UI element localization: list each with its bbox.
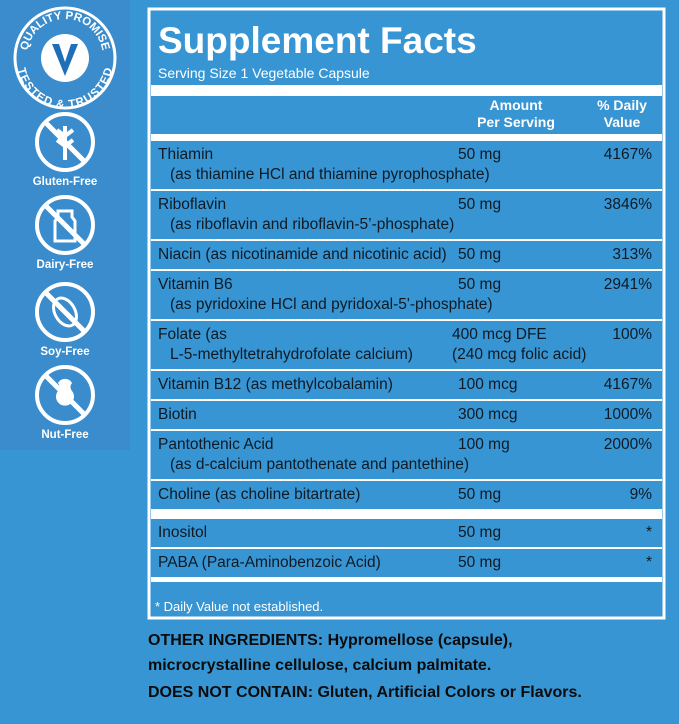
thick-rule <box>151 134 662 141</box>
daily-value: * <box>646 554 652 571</box>
label: DOES NOT CONTAIN: <box>148 684 313 701</box>
table-row: Vitamin B12 (as methylcobalamin) 100 mcg 4… <box>158 376 652 393</box>
column-header: Amount <box>490 97 543 113</box>
column-header: Value <box>604 114 641 130</box>
row-rule <box>151 319 662 321</box>
badge-slash <box>43 120 87 164</box>
badge: Nut-Free <box>35 365 95 441</box>
table-row: Choline (as choline bitartrate) 50 mg 9% <box>158 486 652 503</box>
does-not-contain: DOES NOT CONTAIN: Gluten, Artificial Col… <box>148 684 582 701</box>
row-rule <box>151 269 662 271</box>
badge-label: Dairy-Free <box>37 259 94 271</box>
daily-value: 9% <box>630 486 653 503</box>
thick-rule <box>151 85 662 96</box>
row-rule <box>151 239 662 241</box>
badge-ring <box>35 282 95 342</box>
row-rule <box>151 369 662 371</box>
amount: 100 mcg <box>458 376 517 393</box>
text: Hypromellose (capsule), <box>328 632 513 649</box>
amount: 50 mg <box>458 486 501 503</box>
amount: 300 mcg <box>458 406 517 423</box>
column-header: Per Serving <box>477 114 555 130</box>
amount: 50 mg <box>458 276 501 293</box>
amount: 50 mg <box>458 146 501 163</box>
label: OTHER INGREDIENTS: <box>148 632 323 649</box>
nutrient-name: (as thiamine HCl and thiamine pyrophosph… <box>170 166 490 183</box>
daily-value: 2941% <box>604 276 652 293</box>
daily-value: 3846% <box>604 196 652 213</box>
text: Gluten, Artificial Colors or Flavors. <box>317 684 581 701</box>
daily-value: 100% <box>612 326 652 343</box>
daily-value: 4167% <box>604 146 652 163</box>
badge-slash <box>43 373 87 417</box>
daily-value: * <box>646 524 652 541</box>
daily-value: 2000% <box>604 436 652 453</box>
amount: 50 mg <box>458 554 501 571</box>
nutrient-name: Thiamin <box>158 146 213 163</box>
nutrient-name: Vitamin B12 (as methylcobalamin) <box>158 376 393 393</box>
badge: Soy-Free <box>35 282 95 358</box>
nutrient-name: Folate (as <box>158 326 227 343</box>
badge-label: Gluten-Free <box>33 176 98 188</box>
column-header: % Daily <box>597 97 647 113</box>
table-row: Folate (as L-5-methyltetrahydrofolate cal… <box>158 326 652 363</box>
table-row: Vitamin B6 (as pyridoxine HCl and pyridox… <box>158 276 652 313</box>
nutrient-name: Riboflavin <box>158 196 226 213</box>
nutrient-name: (as d-calcium pantothenate and pantethin… <box>170 456 469 473</box>
other-ingredients-text: microcrystalline cellulose, calcium palm… <box>148 657 491 674</box>
amount: 50 mg <box>458 246 501 263</box>
table-row: Biotin 300 mcg 1000% <box>158 406 652 423</box>
badge-slash <box>43 203 87 247</box>
serving-size: Serving Size 1 Vegetable Capsule <box>158 65 370 81</box>
row-rule <box>151 189 662 191</box>
nutrient-name: Choline (as choline bitartrate) <box>158 486 360 503</box>
table-row: Thiamin (as thiamine HCl and thiamine pyr… <box>158 146 652 183</box>
row-rule <box>151 577 662 582</box>
badge-label: Soy-Free <box>40 346 89 358</box>
amount: 50 mg <box>458 524 501 541</box>
daily-value: 313% <box>612 246 652 263</box>
amount: 400 mcg DFE <box>452 326 547 343</box>
other-ingredients: OTHER INGREDIENTS: Hypromellose (capsule… <box>148 632 513 649</box>
badge: Gluten-Free <box>33 112 98 188</box>
row-rule <box>151 509 662 519</box>
title: Supplement Facts <box>158 20 477 61</box>
badge-ring <box>35 365 95 425</box>
nutrient-name: Pantothenic Acid <box>158 436 273 453</box>
amount-note: (240 mcg folic acid) <box>452 346 586 363</box>
nutrient-name: Biotin <box>158 406 197 423</box>
footnote: * Daily Value not established. <box>155 599 323 614</box>
nutrient-name: (as riboflavin and riboflavin-5’-phospha… <box>170 216 454 233</box>
table-row: Niacin (as nicotinamide and nicotinic ac… <box>158 246 652 263</box>
nutrient-name: (as pyridoxine HCl and pyridoxal-5'-phos… <box>170 296 493 313</box>
seal-logo <box>52 44 78 76</box>
amount: 100 mg <box>458 436 510 453</box>
table-row: Pantothenic Acid (as d-calcium pantothena… <box>158 436 652 473</box>
row-rule <box>151 429 662 431</box>
row-rule <box>151 547 662 549</box>
nutrient-name: PABA (Para-Aminobenzoic Acid) <box>158 554 381 571</box>
nutrient-name: Inositol <box>158 524 207 541</box>
row-rule <box>151 479 662 481</box>
table-row: Inositol 50 mg * <box>158 524 652 541</box>
badge-ring <box>35 195 95 255</box>
daily-value: 4167% <box>604 376 652 393</box>
table-row: Riboflavin (as riboflavin and riboflavin-… <box>158 196 652 233</box>
nutrient-name: Vitamin B6 <box>158 276 233 293</box>
badge-slash <box>43 290 87 334</box>
panel-border <box>147 7 666 620</box>
badge-label: Nut-Free <box>41 429 88 441</box>
nutrient-name: L-5-methyltetrahydrofolate calcium) <box>170 346 413 363</box>
badge-ring <box>35 112 95 172</box>
row-rule <box>151 399 662 401</box>
daily-value: 1000% <box>604 406 652 423</box>
badge-icon <box>52 296 78 328</box>
nutrient-name: Niacin (as nicotinamide and nicotinic ac… <box>158 246 447 263</box>
amount: 50 mg <box>458 196 501 213</box>
table-row: PABA (Para-Aminobenzoic Acid) 50 mg * <box>158 554 652 571</box>
rows: Thiamin (as thiamine HCl and thiamine pyr… <box>151 146 662 582</box>
badge: Dairy-Free <box>35 195 95 271</box>
